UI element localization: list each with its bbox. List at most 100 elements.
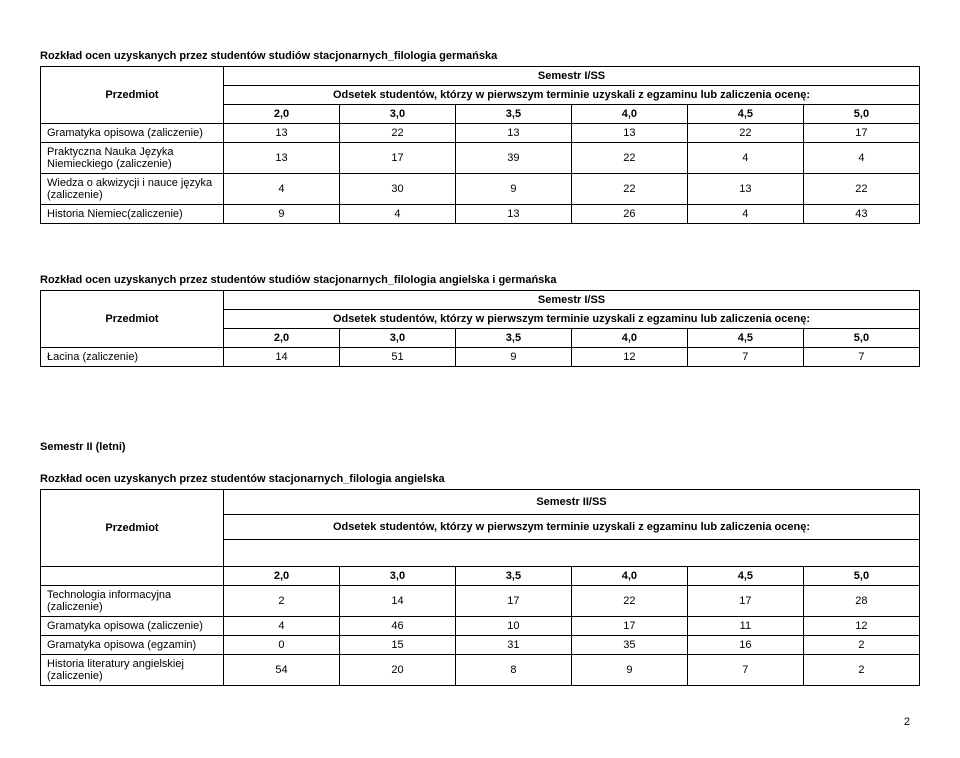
cell: 4 (224, 174, 340, 205)
table2-col0: Przedmiot (41, 291, 224, 348)
grade-cell: 5,0 (803, 567, 919, 586)
cell: 13 (224, 124, 340, 143)
table-row: Wiedza o akwizycji i nauce języka (zalic… (41, 174, 920, 205)
cell: 12 (803, 617, 919, 636)
grade-cell: 4,5 (687, 105, 803, 124)
cell: 22 (571, 586, 687, 617)
grade-cell: 5,0 (803, 105, 919, 124)
table3-title: Rozkład ocen uzyskanych przez studentów … (40, 473, 920, 485)
table3-grades-row: 2,0 3,0 3,5 4,0 4,5 5,0 (41, 567, 920, 586)
grade-cell: 4,0 (571, 105, 687, 124)
table1-title: Rozkład ocen uzyskanych przez studentów … (40, 50, 920, 62)
table-row: Gramatyka opisowa (zaliczenie) 4 46 10 1… (41, 617, 920, 636)
table2-h2: Odsetek studentów, którzy w pierwszym te… (224, 310, 920, 329)
cell: 39 (455, 143, 571, 174)
grade-cell: 3,5 (455, 567, 571, 586)
cell: 46 (339, 617, 455, 636)
table2-h1: Semestr I/SS (224, 291, 920, 310)
cell: 13 (455, 124, 571, 143)
cell: 30 (339, 174, 455, 205)
cell: 4 (339, 205, 455, 224)
table-row: Technologia informacyjna (zaliczenie) 2 … (41, 586, 920, 617)
cell: 4 (687, 205, 803, 224)
cell: 9 (224, 205, 340, 224)
cell: 31 (455, 636, 571, 655)
table1-h2: Odsetek studentów, którzy w pierwszym te… (224, 86, 920, 105)
cell: 17 (687, 586, 803, 617)
grade-cell: 4,0 (571, 329, 687, 348)
cell: 13 (571, 124, 687, 143)
section2-heading: Semestr II (letni) (40, 441, 920, 453)
cell: 2 (803, 655, 919, 686)
table1-h1: Semestr I/SS (224, 67, 920, 86)
table-row: Gramatyka opisowa (egzamin) 0 15 31 35 1… (41, 636, 920, 655)
cell: 11 (687, 617, 803, 636)
table3-col0: Przedmiot (41, 490, 224, 567)
cell: 22 (803, 174, 919, 205)
cell: 15 (339, 636, 455, 655)
grade-cell: 4,5 (687, 567, 803, 586)
table2-title: Rozkład ocen uzyskanych przez studentów … (40, 274, 920, 286)
cell: 51 (339, 348, 455, 367)
grade-cell: 2,0 (224, 329, 340, 348)
row-label: Łacina (zaliczenie) (41, 348, 224, 367)
cell: 16 (687, 636, 803, 655)
cell: 8 (455, 655, 571, 686)
cell: 7 (687, 348, 803, 367)
cell: 22 (339, 124, 455, 143)
grade-cell: 3,0 (339, 567, 455, 586)
table-row: Historia Niemiec(zaliczenie) 9 4 13 26 4… (41, 205, 920, 224)
cell: 4 (803, 143, 919, 174)
cell: 9 (455, 348, 571, 367)
cell: 17 (339, 143, 455, 174)
cell: 4 (687, 143, 803, 174)
table3-h2: Odsetek studentów, którzy w pierwszym te… (224, 515, 920, 540)
row-label: Historia Niemiec(zaliczenie) (41, 205, 224, 224)
cell: 22 (571, 143, 687, 174)
cell: 43 (803, 205, 919, 224)
cell: 14 (224, 348, 340, 367)
row-label: Wiedza o akwizycji i nauce języka (zalic… (41, 174, 224, 205)
cell: 9 (571, 655, 687, 686)
grade-cell: 4,5 (687, 329, 803, 348)
grade-cell: 5,0 (803, 329, 919, 348)
cell: 28 (803, 586, 919, 617)
cell: 26 (571, 205, 687, 224)
table-row: Gramatyka opisowa (zaliczenie) 13 22 13 … (41, 124, 920, 143)
cell: 14 (339, 586, 455, 617)
table-row: Praktyczna Nauka Języka Niemieckiego (za… (41, 143, 920, 174)
cell: 13 (687, 174, 803, 205)
row-label: Praktyczna Nauka Języka Niemieckiego (za… (41, 143, 224, 174)
cell: 2 (224, 586, 340, 617)
table1: Przedmiot Semestr I/SS Odsetek studentów… (40, 66, 920, 224)
cell: 13 (455, 205, 571, 224)
cell: 54 (224, 655, 340, 686)
cell: 12 (571, 348, 687, 367)
cell: 10 (455, 617, 571, 636)
grade-cell: 4,0 (571, 567, 687, 586)
cell: 17 (803, 124, 919, 143)
cell: 20 (339, 655, 455, 686)
cell: 9 (455, 174, 571, 205)
cell: 17 (455, 586, 571, 617)
table1-col0: Przedmiot (41, 67, 224, 124)
cell: 0 (224, 636, 340, 655)
grade-cell: 3,5 (455, 329, 571, 348)
cell: 22 (687, 124, 803, 143)
page-number: 2 (40, 716, 920, 728)
row-label: Historia literatury angielskiej (zalicze… (41, 655, 224, 686)
grade-cell: 3,0 (339, 105, 455, 124)
cell: 17 (571, 617, 687, 636)
grade-cell: 2,0 (224, 105, 340, 124)
cell: 7 (687, 655, 803, 686)
row-label: Gramatyka opisowa (zaliczenie) (41, 124, 224, 143)
cell: 35 (571, 636, 687, 655)
cell: 2 (803, 636, 919, 655)
cell: 13 (224, 143, 340, 174)
table3-h1: Semestr II/SS (224, 490, 920, 515)
grade-cell: 3,5 (455, 105, 571, 124)
cell: 4 (224, 617, 340, 636)
table-row: Historia literatury angielskiej (zalicze… (41, 655, 920, 686)
grade-cell: 3,0 (339, 329, 455, 348)
row-label: Gramatyka opisowa (zaliczenie) (41, 617, 224, 636)
